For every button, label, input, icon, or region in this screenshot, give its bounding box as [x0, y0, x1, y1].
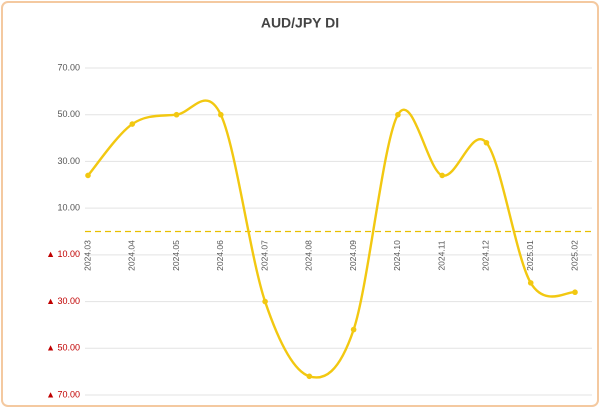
- point: [306, 373, 313, 380]
- point: [350, 326, 357, 333]
- y-tick-label: 50.00: [57, 109, 80, 119]
- point: [173, 111, 180, 118]
- y-tick-label: 70.00: [57, 62, 80, 72]
- x-tick-label: 2024.06: [215, 240, 225, 271]
- x-tick-label: 2024.04: [127, 240, 137, 271]
- point: [85, 172, 91, 179]
- y-tick-label: ▲ 70.00: [46, 389, 80, 399]
- point: [527, 280, 534, 286]
- point: [218, 111, 224, 118]
- chart-title: AUD/JPY DI: [261, 15, 339, 31]
- line: [87, 99, 576, 379]
- x-tick-label: 2024.10: [392, 240, 402, 271]
- x-tick-label: 2024.12: [481, 240, 491, 271]
- point: [572, 289, 578, 296]
- y-tick-label: 10.00: [57, 203, 80, 213]
- y-tick-label: ▲ 10.00: [46, 249, 80, 259]
- x-tick-label: 2024.08: [304, 240, 314, 271]
- x-tick-label: 2024.11: [436, 240, 446, 270]
- y-tick-label: ▲ 30.00: [46, 296, 80, 306]
- x-tick-label: 2024.07: [259, 240, 269, 271]
- x-tick-label: 2025.01: [525, 240, 535, 271]
- point: [483, 139, 490, 146]
- x-tick-label: 2025.02: [569, 240, 579, 271]
- y-tick-label: 30.00: [57, 156, 80, 166]
- x-tick-label: 2024.05: [171, 240, 181, 271]
- point: [439, 172, 445, 179]
- x-tick-label: 2024.03: [82, 240, 92, 271]
- point: [262, 298, 268, 305]
- point: [395, 111, 401, 118]
- x-tick-label: 2024.09: [348, 240, 358, 271]
- y-tick-label: ▲ 50.00: [46, 343, 80, 353]
- point: [129, 121, 136, 127]
